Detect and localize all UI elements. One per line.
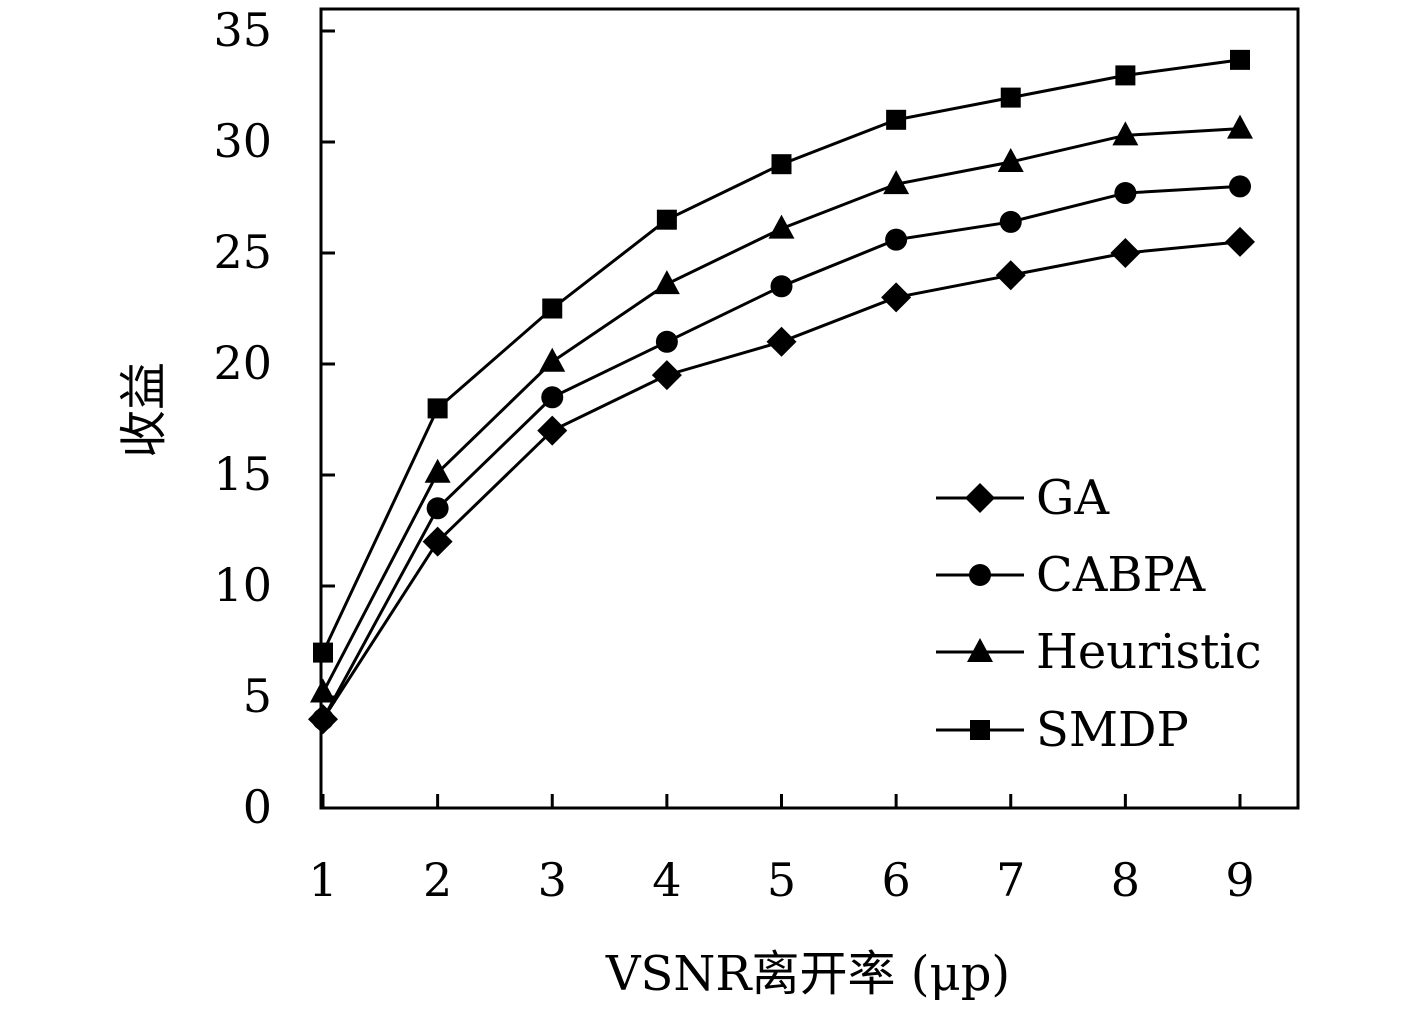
y-tick-label: 10 <box>213 558 272 612</box>
legend-item-cabpa: CABPA <box>936 547 1207 603</box>
data-point-ga <box>995 260 1026 291</box>
legend-label: CABPA <box>1036 547 1207 603</box>
x-tick-label: 8 <box>1111 853 1140 907</box>
data-point-smdp <box>313 642 333 663</box>
data-point-smdp <box>427 398 448 419</box>
x-tick-label: 9 <box>1225 853 1254 907</box>
data-point-ga <box>1225 226 1255 257</box>
data-point-cabpa <box>770 275 793 298</box>
x-axis-label: VSNR离开率 (μp) <box>605 946 1010 1002</box>
data-point-ga <box>1110 238 1141 268</box>
data-point-cabpa <box>655 330 678 353</box>
data-point-heuristic <box>310 678 336 703</box>
series-layer <box>308 49 1255 735</box>
data-point-cabpa <box>541 386 564 409</box>
y-axis-ticks: 0 5 10 15 20 25 30 35 <box>213 3 335 834</box>
data-point-ga <box>537 415 568 446</box>
series-cabpa <box>312 175 1251 731</box>
x-tick-label: 3 <box>538 853 567 907</box>
y-axis-label: 收益 <box>116 362 172 458</box>
data-point-smdp <box>771 154 792 175</box>
data-point-heuristic <box>768 214 795 239</box>
data-point-smdp <box>542 298 563 319</box>
data-point-heuristic <box>883 170 910 195</box>
data-point-heuristic <box>653 270 680 295</box>
series-smdp <box>313 49 1250 663</box>
y-tick-label: 15 <box>213 447 272 501</box>
legend-marker-heuristic <box>967 638 993 662</box>
x-tick-label: 7 <box>996 853 1025 907</box>
series-line-heuristic <box>321 127 1241 694</box>
x-tick-label: 4 <box>652 853 681 907</box>
legend-label: Heuristic <box>1036 624 1262 680</box>
y-tick-label: 35 <box>213 3 272 57</box>
legend: GA CABPA Heuristic SMDP <box>936 470 1262 758</box>
data-point-smdp <box>1000 87 1021 108</box>
x-tick-label: 1 <box>308 853 337 907</box>
data-point-ga <box>651 360 682 391</box>
data-point-smdp <box>1115 65 1136 86</box>
series-heuristic <box>310 114 1253 703</box>
data-point-cabpa <box>885 228 908 251</box>
data-point-ga <box>881 282 912 313</box>
y-tick-label: 25 <box>213 225 272 279</box>
legend-marker-smdp <box>970 720 990 740</box>
y-tick-label: 30 <box>213 114 272 168</box>
legend-item-smdp: SMDP <box>936 702 1189 758</box>
legend-label: SMDP <box>1036 702 1189 758</box>
plot-frame <box>319 7 1300 810</box>
data-point-cabpa <box>312 708 334 731</box>
x-axis-ticks: 1 2 3 4 5 6 7 8 9 <box>308 794 1255 907</box>
data-point-heuristic <box>997 147 1024 172</box>
data-point-smdp <box>886 109 907 130</box>
data-point-smdp <box>1230 49 1250 70</box>
y-tick-label: 20 <box>213 336 272 390</box>
y-tick-label: 5 <box>243 669 272 723</box>
x-tick-label: 2 <box>423 853 452 907</box>
legend-marker-ga <box>965 483 995 513</box>
data-point-heuristic <box>1227 114 1253 139</box>
legend-item-ga: GA <box>936 470 1110 526</box>
data-point-smdp <box>656 209 677 230</box>
legend-marker-cabpa <box>969 564 991 586</box>
data-point-ga <box>422 526 453 557</box>
data-point-heuristic <box>1112 121 1139 146</box>
data-point-ga <box>766 326 797 357</box>
legend-item-heuristic: Heuristic <box>936 624 1262 680</box>
data-point-cabpa <box>1114 182 1137 205</box>
data-point-heuristic <box>539 347 566 372</box>
legend-label: GA <box>1036 470 1110 526</box>
y-tick-label: 0 <box>243 780 272 834</box>
data-point-cabpa <box>1229 175 1251 198</box>
x-tick-label: 5 <box>767 853 796 907</box>
data-point-cabpa <box>426 497 449 520</box>
data-point-cabpa <box>999 210 1022 233</box>
data-point-heuristic <box>424 458 451 483</box>
x-tick-label: 6 <box>881 853 910 907</box>
